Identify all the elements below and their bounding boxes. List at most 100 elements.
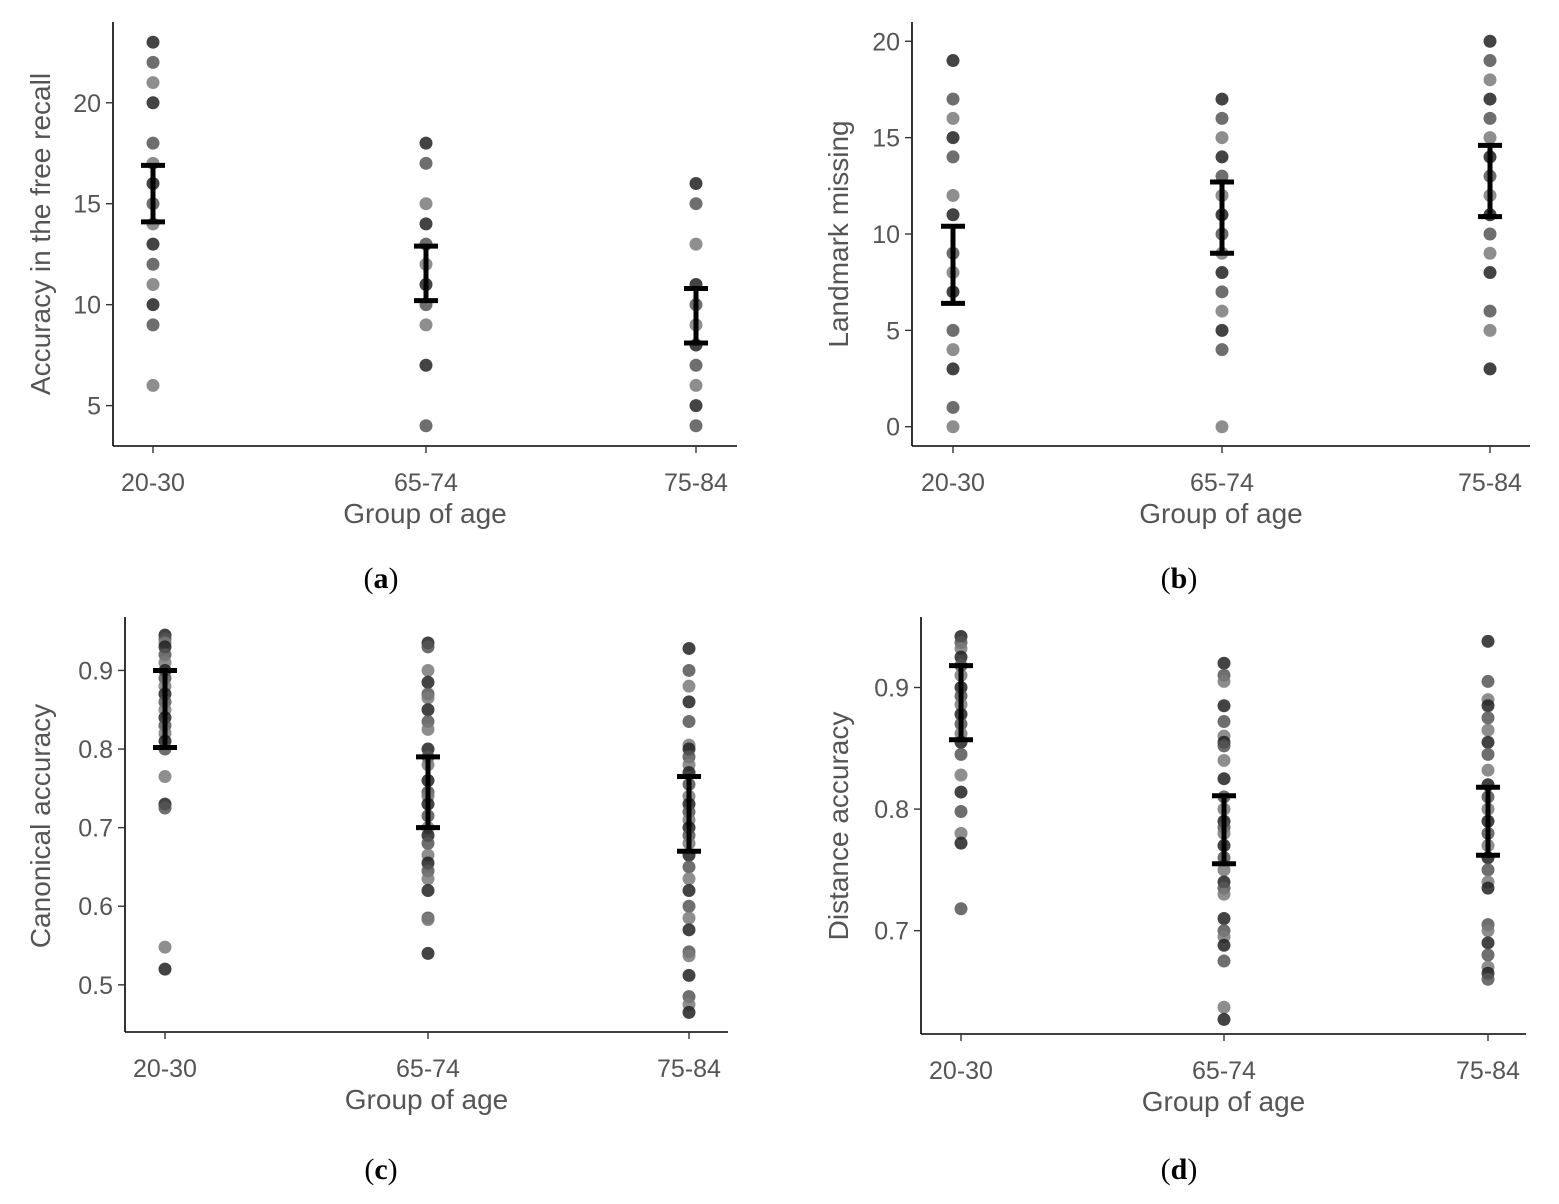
- y-tick-label: 0.8: [78, 736, 113, 764]
- data-point: [1217, 863, 1231, 877]
- data-point: [1483, 73, 1497, 87]
- data-point: [1215, 169, 1229, 183]
- data-point: [946, 54, 960, 68]
- chart-a: 5 10 15 20 20-30 65-74 75-84 Group of age Accura…: [25, 22, 737, 529]
- data-point: [146, 318, 160, 332]
- data-point: [146, 35, 160, 49]
- data-point: [689, 237, 703, 251]
- data-point: [1483, 323, 1497, 337]
- data-point: [419, 318, 433, 332]
- panel-label-c: (c): [364, 1153, 398, 1186]
- y-tick-label: 0.7: [78, 815, 113, 843]
- data-point: [946, 323, 960, 337]
- x-tick-label: 20-30: [921, 469, 985, 497]
- data-point: [946, 343, 960, 357]
- data-point: [1217, 739, 1231, 753]
- data-point: [1483, 131, 1497, 145]
- x-tick-label: 65-74: [1192, 1057, 1256, 1085]
- data-point: [1217, 715, 1231, 729]
- data-point: [1481, 674, 1495, 688]
- data-point: [946, 208, 960, 222]
- x-tick-label: 75-84: [664, 469, 728, 497]
- panel-label-d: (d): [1160, 1153, 1198, 1186]
- data-point: [146, 237, 160, 251]
- data-point: [1481, 723, 1495, 737]
- data-point: [946, 131, 960, 145]
- x-axis-title: Group of age: [345, 1084, 508, 1115]
- x-tick-label: 75-84: [1456, 1057, 1520, 1085]
- data-point: [1483, 266, 1497, 280]
- data-point: [146, 277, 160, 291]
- x-tick-label: 65-74: [1190, 469, 1254, 497]
- data-point: [421, 836, 435, 850]
- data-point: [946, 150, 960, 164]
- data-point: [954, 768, 968, 782]
- data-point: [421, 675, 435, 689]
- data-point: [689, 177, 703, 191]
- data-point: [1215, 323, 1229, 337]
- data-point: [1215, 420, 1229, 434]
- data-point: [1481, 735, 1495, 749]
- data-point: [1215, 304, 1229, 318]
- data-point: [421, 663, 435, 677]
- data-point: [689, 378, 703, 392]
- y-tick-label: 0.5: [78, 972, 113, 1000]
- data-point: [421, 872, 435, 886]
- data-point: [954, 805, 968, 819]
- data-point: [1481, 881, 1495, 895]
- data-point: [1217, 699, 1231, 713]
- data-point: [1481, 699, 1495, 713]
- data-point: [146, 298, 160, 312]
- y-tick-label: 15: [73, 191, 101, 219]
- data-point: [1481, 924, 1495, 938]
- data-point: [1217, 954, 1231, 968]
- data-point: [1215, 92, 1229, 106]
- data-point: [682, 1005, 696, 1019]
- x-tick-label: 75-84: [1458, 469, 1522, 497]
- data-point: [946, 420, 960, 434]
- data-point: [1483, 111, 1497, 125]
- x-tick-label: 65-74: [394, 469, 458, 497]
- y-tick-label: 5: [87, 393, 101, 421]
- data-point: [682, 923, 696, 937]
- data-point: [421, 884, 435, 898]
- x-axis-title: Group of age: [343, 498, 506, 529]
- data-point: [682, 663, 696, 677]
- data-point: [1215, 131, 1229, 145]
- data-point: [1217, 887, 1231, 901]
- data-point: [419, 197, 433, 211]
- data-point: [946, 362, 960, 376]
- x-tick-label: 20-30: [121, 469, 185, 497]
- data-point: [682, 968, 696, 982]
- data-point: [682, 695, 696, 709]
- data-point: [954, 902, 968, 916]
- data-point: [954, 785, 968, 799]
- data-point: [682, 949, 696, 963]
- data-point: [146, 136, 160, 150]
- data-point: [946, 111, 960, 125]
- y-tick-label: 0: [886, 414, 900, 442]
- data-point: [954, 826, 968, 840]
- data-point: [1481, 747, 1495, 761]
- y-tick-label: 0.6: [78, 893, 113, 921]
- data-point: [682, 641, 696, 655]
- data-point: [1217, 912, 1231, 926]
- data-point: [682, 899, 696, 913]
- y-tick-label: 15: [872, 125, 900, 153]
- data-point: [946, 188, 960, 202]
- data-point: [682, 860, 696, 874]
- y-axis-title: Canonical accuracy: [25, 704, 56, 948]
- data-point: [421, 946, 435, 960]
- y-tick-label: 5: [886, 317, 900, 345]
- data-point: [682, 715, 696, 729]
- data-point: [682, 911, 696, 925]
- data-point: [1483, 246, 1497, 260]
- data-point: [419, 419, 433, 433]
- data-point: [1483, 227, 1497, 241]
- data-point: [1217, 1000, 1231, 1014]
- data-point: [1215, 266, 1229, 280]
- y-tick-label: 0.9: [78, 657, 113, 685]
- data-point: [954, 836, 968, 850]
- data-point: [1217, 656, 1231, 670]
